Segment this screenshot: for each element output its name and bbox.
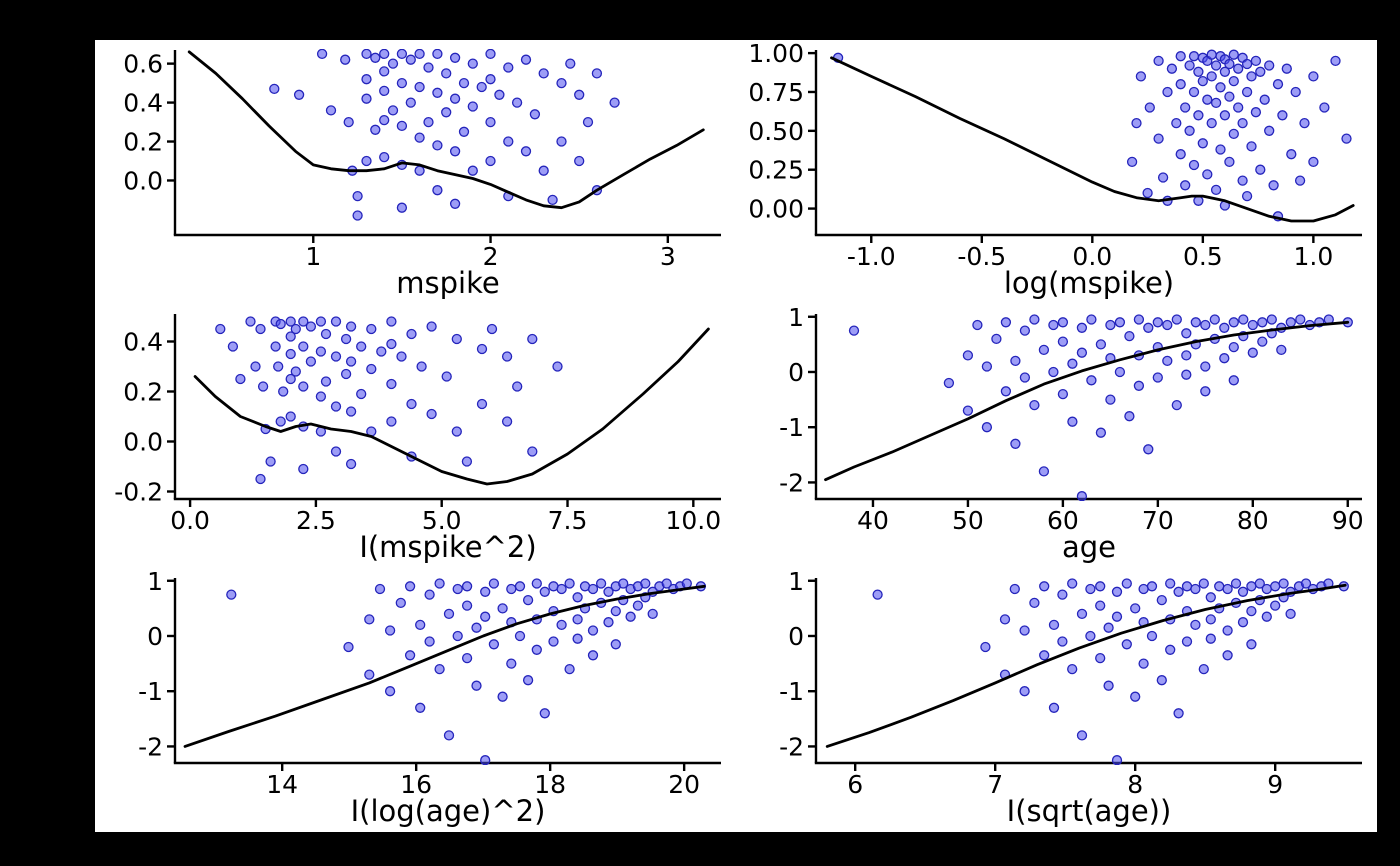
svg-text:-1: -1: [138, 677, 163, 706]
chart-canvas-age: 40 50 60 70 80 90 -2 -1 0 1: [779, 304, 1364, 532]
svg-text:1: 1: [305, 242, 321, 268]
svg-text:-1: -1: [779, 677, 804, 706]
svg-text:1.0: 1.0: [1293, 242, 1333, 268]
svg-text:40: 40: [857, 506, 889, 532]
subplot-mspike-squared: 0.0 2.5 5.0 7.5 10.0 -0.2 0.0 0.2 0.4 I(mspike^2…: [95, 304, 736, 568]
svg-text:-0.2: -0.2: [114, 478, 163, 507]
x-axis-title-mspike: mspike: [396, 266, 500, 300]
x-axis-title-log-age-squared: I(log(age)^2): [350, 794, 546, 828]
svg-text:6: 6: [847, 770, 863, 796]
chart-canvas-mspike-squared: 0.0 2.5 5.0 7.5 10.0 -0.2 0.0 0.2 0.4: [114, 314, 721, 532]
svg-text:1: 1: [788, 304, 804, 332]
chart-canvas-log-mspike: -1.0 -0.5 0.0 0.5 1.0 0.00 0.25 0.50 0.75 1.00: [748, 40, 1362, 268]
svg-text:-2: -2: [779, 732, 804, 761]
figure-panel: 1 2 3 0.0 0.2 0.4 0.6 mspike -1.0 -0.5 0.0 0.5 1.0…: [95, 40, 1377, 832]
svg-text:0.0: 0.0: [170, 506, 210, 532]
svg-text:18: 18: [534, 770, 566, 796]
svg-text:50: 50: [952, 506, 984, 532]
subplot-log-age-squared: 14 16 18 20 -2 -1 0 1 I(log(age)^2): [95, 568, 736, 832]
svg-text:0: 0: [788, 622, 804, 651]
charts-grid: 1 2 3 0.0 0.2 0.4 0.6 mspike -1.0 -0.5 0.0 0.5 1.0…: [95, 40, 1377, 832]
svg-text:0.00: 0.00: [748, 195, 804, 224]
svg-text:0.4: 0.4: [123, 328, 163, 357]
subplot-mspike: 1 2 3 0.0 0.2 0.4 0.6 mspike: [95, 40, 736, 304]
svg-text:1.00: 1.00: [748, 40, 804, 68]
svg-text:80: 80: [1237, 506, 1269, 532]
svg-text:70: 70: [1142, 506, 1174, 532]
svg-text:0.6: 0.6: [123, 50, 163, 79]
x-axis-title-log-mspike: log(mspike): [1003, 266, 1175, 300]
svg-text:9: 9: [1267, 770, 1283, 796]
svg-text:20: 20: [668, 770, 700, 796]
svg-text:60: 60: [1047, 506, 1079, 532]
svg-text:10.0: 10.0: [665, 506, 721, 532]
chart-canvas-mspike: 1 2 3 0.0 0.2 0.4 0.6: [123, 49, 721, 268]
svg-text:0: 0: [147, 622, 163, 651]
subplot-age: 40 50 60 70 80 90 -2 -1 0 1 age: [736, 304, 1377, 568]
svg-text:-2: -2: [779, 468, 804, 497]
svg-text:16: 16: [400, 770, 432, 796]
svg-text:3: 3: [660, 242, 676, 268]
svg-text:8: 8: [1127, 770, 1143, 796]
subplot-sqrt-age: 6 7 8 9 -2 -1 0 1 I(sqrt(age)): [736, 568, 1377, 832]
svg-text:0.50: 0.50: [748, 117, 804, 146]
chart-canvas-sqrt-age: 6 7 8 9 -2 -1 0 1: [779, 568, 1362, 796]
svg-text:1: 1: [147, 568, 163, 596]
svg-text:-1: -1: [779, 413, 804, 442]
svg-text:7: 7: [987, 770, 1003, 796]
x-axis-title-mspike-squared: I(mspike^2): [359, 530, 537, 564]
svg-text:2.5: 2.5: [296, 506, 336, 532]
svg-text:0.4: 0.4: [123, 89, 163, 118]
svg-text:-0.5: -0.5: [957, 242, 1006, 268]
subplot-log-mspike: -1.0 -0.5 0.0 0.5 1.0 0.00 0.25 0.50 0.75 1.00 lo…: [736, 40, 1377, 304]
svg-text:-2: -2: [138, 732, 163, 761]
svg-text:0.0: 0.0: [123, 428, 163, 457]
chart-canvas-log-age-squared: 14 16 18 20 -2 -1 0 1: [138, 568, 721, 796]
svg-text:7.5: 7.5: [548, 506, 588, 532]
svg-text:-1.0: -1.0: [847, 242, 896, 268]
svg-text:1: 1: [788, 568, 804, 596]
svg-text:0: 0: [788, 358, 804, 387]
svg-text:0.2: 0.2: [123, 128, 163, 157]
svg-text:0.0: 0.0: [123, 166, 163, 195]
x-axis-title-age: age: [1061, 530, 1117, 564]
svg-text:2: 2: [483, 242, 499, 268]
svg-text:0.5: 0.5: [1183, 242, 1223, 268]
svg-text:0.75: 0.75: [748, 78, 804, 107]
svg-text:0.25: 0.25: [748, 156, 804, 185]
svg-text:14: 14: [266, 770, 298, 796]
svg-text:90: 90: [1332, 506, 1364, 532]
svg-text:0.2: 0.2: [123, 378, 163, 407]
x-axis-title-sqrt-age: I(sqrt(age)): [1006, 794, 1172, 828]
svg-text:0.0: 0.0: [1072, 242, 1112, 268]
svg-text:5.0: 5.0: [422, 506, 462, 532]
